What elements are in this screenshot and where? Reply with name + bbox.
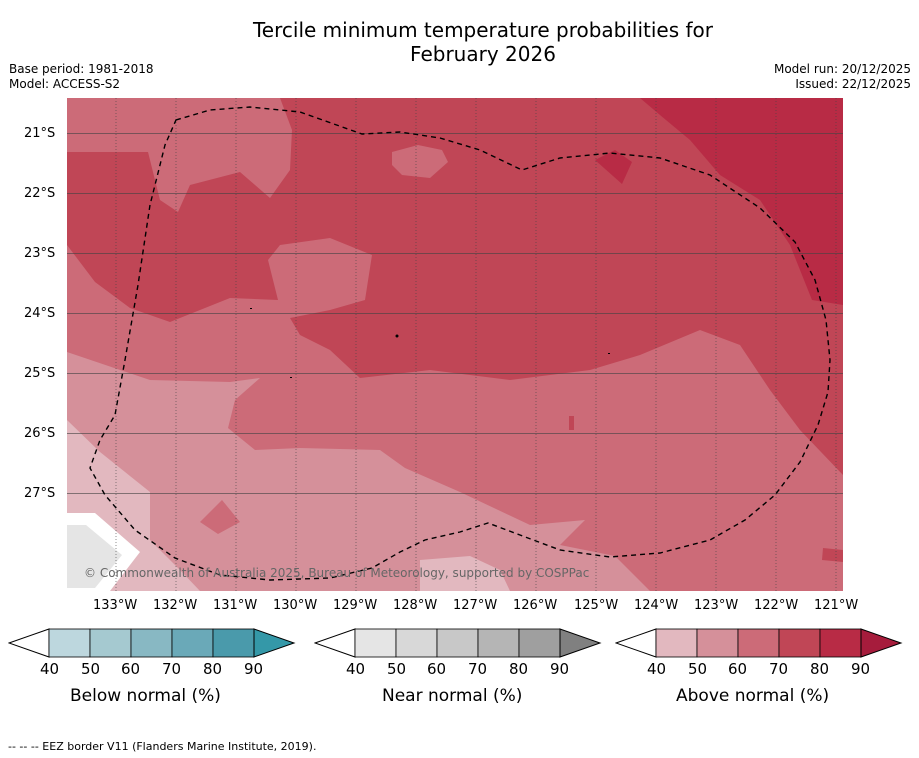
cb-tick: 50 — [81, 660, 101, 678]
colorbar-near — [314, 628, 602, 658]
graticule — [67, 98, 843, 591]
colorbar-below-title: Below normal (%) — [70, 686, 221, 706]
lon-label: 127°W — [453, 598, 498, 613]
model-run: Model run: 20/12/2025 — [773, 62, 911, 76]
region-grey-land — [67, 525, 122, 588]
colorbar-near-segment — [477, 628, 520, 658]
lon-label: 125°W — [574, 598, 619, 613]
cb-tick: 60 — [121, 660, 141, 678]
cb-tick: 70 — [769, 660, 789, 678]
model-name: Model: ACCESS-S2 — [9, 77, 121, 91]
colorbar-near-segment — [518, 628, 561, 658]
region-70-north — [67, 98, 843, 475]
colorbar-below-segment — [130, 628, 173, 658]
map-title: Tercile minimum temperature probabilitie… — [0, 18, 919, 66]
lat-label: 25°S — [24, 366, 56, 381]
cb-tick: 50 — [387, 660, 407, 678]
lon-label: 126°W — [513, 598, 558, 613]
cb-tick: 40 — [346, 660, 366, 678]
colorbar-near-over — [559, 628, 602, 658]
base-period: Base period: 1981-2018 — [9, 62, 154, 76]
lat-label: 26°S — [24, 426, 56, 441]
meta-left: Base period: 1981-2018 Model: ACCESS-S2 — [9, 62, 154, 92]
meta-right: Model run: 20/12/2025 Issued: 22/12/2025 — [774, 62, 911, 92]
region-40-patch — [420, 556, 510, 591]
colorbar-near-segment — [395, 628, 438, 658]
cb-tick: 90 — [550, 660, 570, 678]
cb-tick: 90 — [851, 660, 871, 678]
colorbar-below-over — [253, 628, 296, 658]
copyright-watermark: © Commonwealth of Australia 2025, Bureau… — [84, 566, 590, 580]
lon-label: 122°W — [754, 598, 799, 613]
cb-tick: 80 — [810, 660, 830, 678]
lon-label: 132°W — [153, 598, 198, 613]
cb-tick: 40 — [647, 660, 667, 678]
region-50-south — [67, 352, 650, 591]
cb-tick: 70 — [162, 660, 182, 678]
colorbar-below-under — [8, 628, 50, 658]
colorbar-near-under — [314, 628, 356, 658]
colorbar-above-segment — [737, 628, 780, 658]
colorbar-above-segment — [655, 628, 698, 658]
colorbar-above-segment — [696, 628, 739, 658]
colorbar-near-title: Near normal (%) — [382, 686, 523, 706]
lat-label: 23°S — [24, 246, 56, 261]
lon-label: 124°W — [634, 598, 679, 613]
colorbar-below-segment — [212, 628, 255, 658]
colorbar-above-over — [860, 628, 903, 658]
region-80-patch — [595, 150, 632, 184]
cb-tick: 60 — [427, 660, 447, 678]
colorbar-above-title: Above normal (%) — [676, 686, 830, 706]
cb-tick: 90 — [244, 660, 264, 678]
region-80-northeast — [640, 98, 843, 305]
lon-label: 133°W — [93, 598, 138, 613]
colorbar-above-segment — [819, 628, 862, 658]
colorbar-above-segment — [778, 628, 821, 658]
cb-tick: 80 — [509, 660, 529, 678]
cb-tick: 70 — [468, 660, 488, 678]
eez-footnote: -- -- -- EEZ border V11 (Flanders Marine… — [8, 740, 317, 753]
lon-label: 131°W — [213, 598, 258, 613]
colorbar-below-segment — [89, 628, 132, 658]
lon-label: 121°W — [814, 598, 859, 613]
lon-label: 123°W — [694, 598, 739, 613]
cb-tick: 60 — [728, 660, 748, 678]
colorbar-below-segment — [171, 628, 214, 658]
region-60-northwest — [67, 98, 292, 212]
cb-tick: 50 — [688, 660, 708, 678]
region-70-edge — [822, 548, 843, 562]
lat-label: 22°S — [24, 186, 56, 201]
lat-label: 21°S — [24, 126, 56, 141]
lon-label: 130°W — [273, 598, 318, 613]
colorbar-below — [8, 628, 296, 658]
region-60-patch — [200, 500, 240, 534]
region-60-island — [392, 145, 448, 178]
colorbar-above-under — [615, 628, 657, 658]
map-specks — [250, 308, 610, 378]
eez-border — [89, 106, 831, 581]
region-70-fleck — [569, 416, 574, 430]
lon-label: 128°W — [393, 598, 438, 613]
cb-tick: 80 — [203, 660, 223, 678]
lon-label: 129°W — [333, 598, 378, 613]
colorbar-near-segment — [354, 628, 397, 658]
colorbar-near-segment — [436, 628, 479, 658]
lat-label: 27°S — [24, 486, 56, 501]
colorbar-above — [615, 628, 903, 658]
issued-date: Issued: 22/12/2025 — [795, 77, 911, 91]
colorbar-below-segment — [48, 628, 91, 658]
title-line-1: Tercile minimum temperature probabilitie… — [252, 18, 714, 42]
cb-tick: 40 — [40, 660, 60, 678]
title-line-2: February 2026 — [410, 42, 556, 66]
lat-label: 24°S — [24, 306, 56, 321]
